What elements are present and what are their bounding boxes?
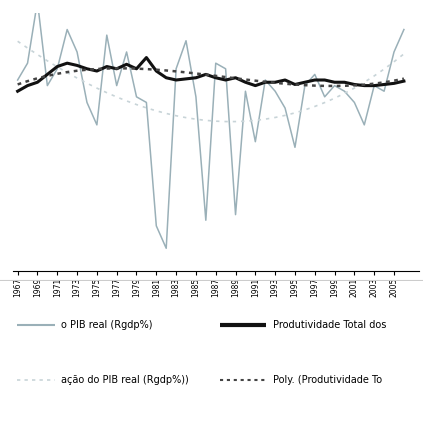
Text: Produtividade Total dos: Produtividade Total dos [273,320,386,330]
Text: o PIB real (Rgdp%): o PIB real (Rgdp%) [61,320,153,330]
Text: Poly. (Produtividade To: Poly. (Produtividade To [273,375,382,385]
Text: ação do PIB real (Rgdp%)): ação do PIB real (Rgdp%)) [61,375,189,385]
